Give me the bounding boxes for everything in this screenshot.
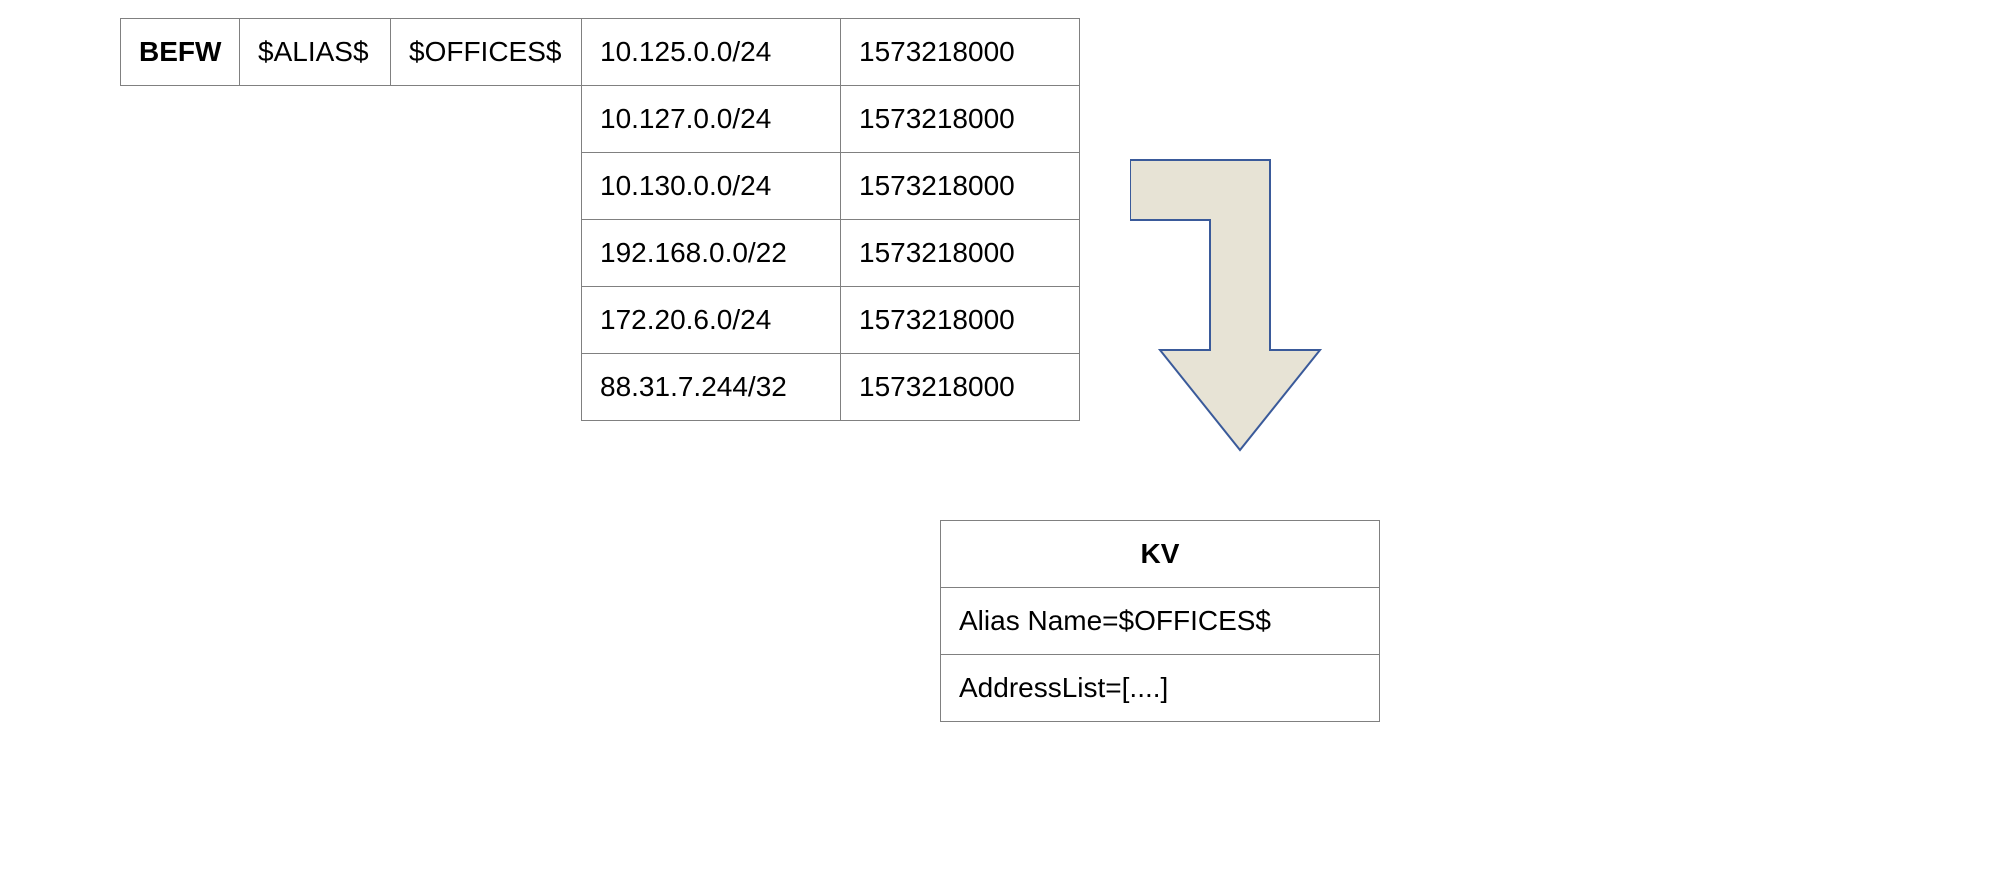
table-row: 10.127.0.0/24 1573218000 [581,86,1080,153]
table-row: 172.20.6.0/24 1573218000 [581,287,1080,354]
cell-timestamp: 1573218000 [840,353,1080,421]
cell-cidr: 88.31.7.244/32 [581,353,841,421]
table-row: 192.168.0.0/22 1573218000 [581,220,1080,287]
cell-cidr: 10.130.0.0/24 [581,152,841,220]
cell-befw: BEFW [120,18,240,86]
cell-timestamp: 1573218000 [840,85,1080,153]
cell-timestamp: 1573218000 [840,18,1080,86]
kv-table: KV Alias Name=$OFFICES$ AddressList=[...… [940,520,1380,722]
flow-arrow [1130,150,1350,460]
cell-offices: $OFFICES$ [390,18,582,86]
table-row: 88.31.7.244/32 1573218000 [581,354,1080,421]
kv-title: KV [940,520,1380,588]
table-row: 10.130.0.0/24 1573218000 [581,153,1080,220]
table-row: 10.125.0.0/24 1573218000 [581,18,1080,86]
header-row: BEFW $ALIAS$ $OFFICES$ [120,18,582,86]
cell-cidr: 10.125.0.0/24 [581,18,841,86]
cell-timestamp: 1573218000 [840,219,1080,287]
cell-timestamp: 1573218000 [840,152,1080,220]
cell-alias: $ALIAS$ [239,18,391,86]
kv-alias-row: Alias Name=$OFFICES$ [940,587,1380,655]
cell-cidr: 10.127.0.0/24 [581,85,841,153]
kv-address-row: AddressList=[....] [940,654,1380,722]
cell-cidr: 192.168.0.0/22 [581,219,841,287]
cidr-table: 10.125.0.0/24 1573218000 10.127.0.0/24 1… [581,18,1080,421]
main-table-group: BEFW $ALIAS$ $OFFICES$ 10.125.0.0/24 157… [120,18,1080,421]
arrow-down-right-icon [1130,150,1350,460]
cell-cidr: 172.20.6.0/24 [581,286,841,354]
cell-timestamp: 1573218000 [840,286,1080,354]
